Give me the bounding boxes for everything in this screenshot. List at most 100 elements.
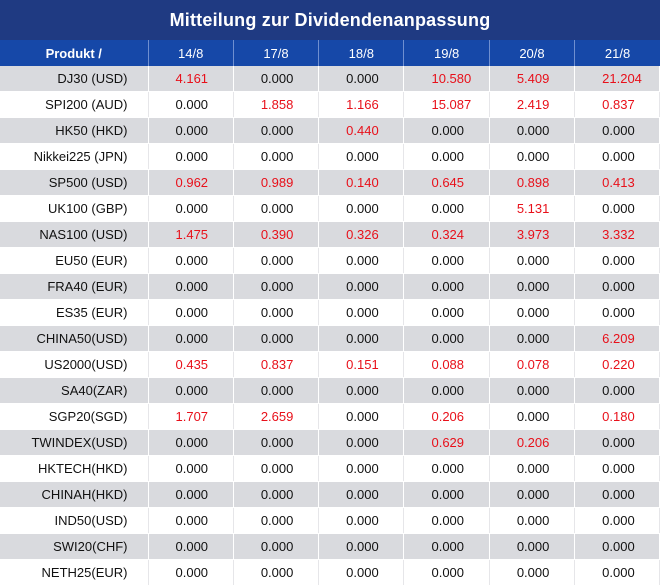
dividend-value-cell: 0.000 (403, 299, 490, 326)
dividend-value-cell: 0.440 (318, 117, 405, 144)
product-name-cell: UK100 (GBP) (0, 195, 149, 222)
dividend-value-cell: 1.475 (148, 221, 234, 248)
dividend-value-cell: 0.180 (574, 403, 660, 430)
table-row: SA40(ZAR) 0.000 0.000 0.000 0.000 0.000 0.000 (0, 377, 660, 404)
column-header-date: 17/8 (233, 40, 320, 66)
dividend-value-cell: 0.000 (489, 533, 576, 560)
product-name-cell: FRA40 (EUR) (0, 273, 149, 300)
column-header-date: 20/8 (489, 40, 576, 66)
column-header-date: 18/8 (318, 40, 405, 66)
dividend-value-cell: 0.000 (403, 481, 490, 508)
dividend-value-cell: 0.000 (233, 377, 320, 404)
dividend-value-cell: 0.000 (148, 91, 234, 118)
dividend-value-cell: 0.000 (574, 429, 660, 456)
product-name-cell: EU50 (EUR) (0, 247, 149, 274)
table-row: SGP20(SGD) 1.707 2.659 0.000 0.206 0.000 0.180 (0, 403, 660, 430)
dividend-value-cell: 0.000 (403, 143, 490, 170)
dividend-value-cell: 0.000 (318, 507, 405, 534)
column-header-date: 14/8 (148, 40, 234, 66)
dividend-value-cell: 0.000 (233, 273, 320, 300)
dividend-value-cell: 0.000 (403, 273, 490, 300)
dividend-value-cell: 0.000 (318, 403, 405, 430)
product-name-cell: HK50 (HKD) (0, 117, 149, 144)
dividend-value-cell: 0.000 (489, 507, 576, 534)
table-row: US2000(USD) 0.435 0.837 0.151 0.088 0.078 0.22… (0, 351, 660, 378)
dividend-value-cell: 0.000 (403, 533, 490, 560)
product-name-cell: DJ30 (USD) (0, 66, 149, 92)
table-row: SWI20(CHF) 0.000 0.000 0.000 0.000 0.000 0.000 (0, 533, 660, 560)
dividend-value-cell: 0.000 (233, 247, 320, 274)
dividend-value-cell: 21.204 (574, 66, 660, 92)
dividend-value-cell: 0.000 (574, 299, 660, 326)
product-name-cell: US2000(USD) (0, 351, 149, 378)
dividend-value-cell: 0.000 (318, 429, 405, 456)
product-name-cell: SA40(ZAR) (0, 377, 149, 404)
dividend-value-cell: 0.000 (318, 533, 405, 560)
dividend-value-cell: 10.580 (403, 66, 490, 92)
product-name-cell: CHINA50(USD) (0, 325, 149, 352)
dividend-value-cell: 0.413 (574, 169, 660, 196)
table-row: HK50 (HKD) 0.000 0.000 0.440 0.000 0.000 0.000 (0, 117, 660, 144)
dividend-value-cell: 0.000 (574, 559, 660, 586)
header-row: Produkt / 14/8 17/8 18/8 19/8 20/8 21/8 (0, 40, 660, 66)
dividend-value-cell: 0.324 (403, 221, 490, 248)
table-row: UK100 (GBP) 0.000 0.000 0.000 0.000 5.131 0.00… (0, 195, 660, 222)
dividend-value-cell: 0.000 (489, 559, 576, 586)
product-name-cell: HKTECH(HKD) (0, 455, 149, 482)
dividend-value-cell: 0.140 (318, 169, 405, 196)
product-name-cell: SPI200 (AUD) (0, 91, 149, 118)
table-row: FRA40 (EUR) 0.000 0.000 0.000 0.000 0.000 0.00… (0, 273, 660, 300)
dividend-value-cell: 0.000 (148, 429, 234, 456)
table-row: NAS100 (USD) 1.475 0.390 0.326 0.324 3.973 3.3… (0, 221, 660, 248)
table-body: DJ30 (USD) 4.161 0.000 0.000 10.580 5.409 21.2… (0, 66, 660, 586)
table-row: SP500 (USD) 0.962 0.989 0.140 0.645 0.898 0.41… (0, 169, 660, 196)
dividend-value-cell: 0.000 (574, 143, 660, 170)
dividend-value-cell: 0.000 (318, 143, 405, 170)
table-row: NETH25(EUR) 0.000 0.000 0.000 0.000 0.000 0.00… (0, 559, 660, 586)
dividend-value-cell: 0.000 (574, 117, 660, 144)
table-row: HKTECH(HKD) 0.000 0.000 0.000 0.000 0.000 0.00… (0, 455, 660, 482)
product-name-cell: NAS100 (USD) (0, 221, 149, 248)
dividend-value-cell: 0.000 (489, 403, 576, 430)
dividend-value-cell: 0.088 (403, 351, 490, 378)
product-name-cell: ES35 (EUR) (0, 299, 149, 326)
column-header-product: Produkt / (0, 40, 149, 66)
dividend-value-cell: 0.000 (318, 481, 405, 508)
dividend-value-cell: 1.707 (148, 403, 234, 430)
dividend-value-cell: 0.837 (233, 351, 320, 378)
table-row: CHINAH(HKD) 0.000 0.000 0.000 0.000 0.000 0.00… (0, 481, 660, 508)
dividend-value-cell: 0.151 (318, 351, 405, 378)
product-name-cell: SWI20(CHF) (0, 533, 149, 560)
dividend-value-cell: 0.000 (574, 455, 660, 482)
dividend-value-cell: 0.000 (403, 117, 490, 144)
dividend-value-cell: 1.858 (233, 91, 320, 118)
dividend-value-cell: 0.000 (574, 195, 660, 222)
dividend-value-cell: 0.000 (403, 195, 490, 222)
dividend-table: Produkt / 14/8 17/8 18/8 19/8 20/8 21/8 … (0, 40, 660, 586)
dividend-value-cell: 0.326 (318, 221, 405, 248)
dividend-value-cell: 0.898 (489, 169, 576, 196)
table-row: IND50(USD) 0.000 0.000 0.000 0.000 0.000 0.000 (0, 507, 660, 534)
dividend-value-cell: 0.000 (318, 559, 405, 586)
dividend-value-cell: 0.645 (403, 169, 490, 196)
dividend-value-cell: 3.973 (489, 221, 576, 248)
page-title: Mitteilung zur Dividendenanpassung (0, 0, 660, 40)
dividend-value-cell: 0.000 (489, 481, 576, 508)
dividend-value-cell: 0.000 (148, 247, 234, 274)
dividend-value-cell: 0.000 (318, 195, 405, 222)
dividend-value-cell: 0.000 (403, 247, 490, 274)
dividend-value-cell: 0.000 (233, 195, 320, 222)
dividend-value-cell: 0.000 (489, 247, 576, 274)
dividend-value-cell: 0.000 (148, 377, 234, 404)
dividend-value-cell: 0.000 (403, 455, 490, 482)
dividend-value-cell: 0.000 (148, 195, 234, 222)
dividend-value-cell: 6.209 (574, 325, 660, 352)
dividend-value-cell: 0.000 (489, 143, 576, 170)
dividend-value-cell: 0.000 (148, 143, 234, 170)
dividend-value-cell: 0.000 (574, 377, 660, 404)
dividend-value-cell: 0.000 (403, 507, 490, 534)
dividend-value-cell: 0.000 (403, 377, 490, 404)
dividend-value-cell: 0.000 (318, 377, 405, 404)
dividend-value-cell: 2.419 (489, 91, 576, 118)
product-name-cell: NETH25(EUR) (0, 559, 149, 586)
